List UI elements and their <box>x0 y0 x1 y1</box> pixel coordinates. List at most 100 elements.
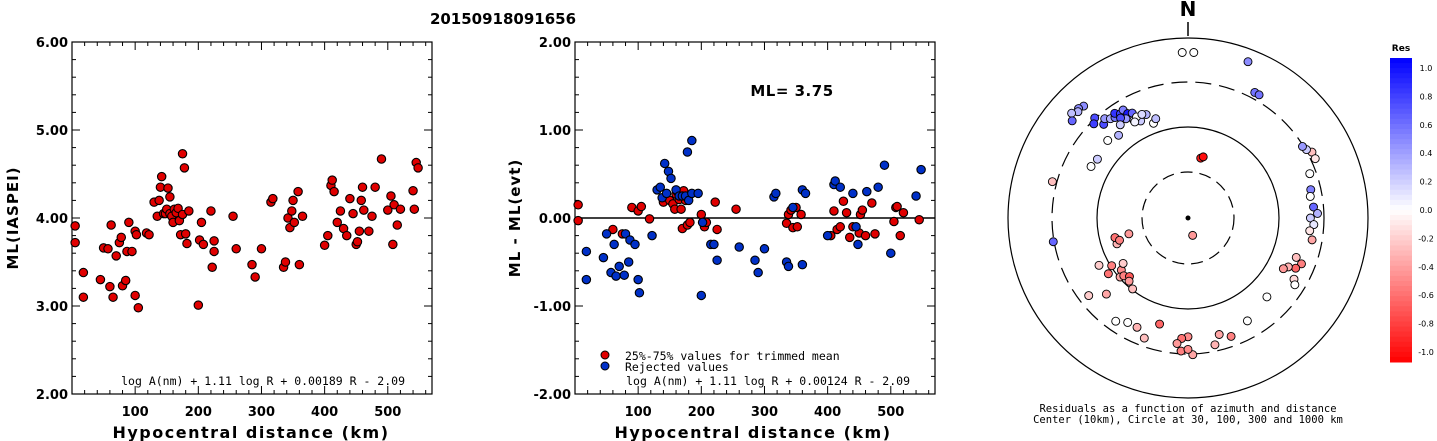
left-y-tick-label: 3.00 <box>36 300 68 315</box>
left-data-point <box>105 281 115 292</box>
middle-data-point <box>753 267 763 278</box>
polar-station-point <box>1291 252 1301 262</box>
polar-station-point <box>1101 289 1111 299</box>
left-data-point <box>180 229 191 239</box>
middle-data-point <box>838 196 849 207</box>
left-data-point <box>327 175 337 185</box>
left-data-point <box>332 217 343 228</box>
left-data-point <box>228 211 238 221</box>
middle-data-point <box>892 201 902 212</box>
middle-data-point <box>647 230 657 241</box>
middle-formula: log A(nm) + 1.11 log R + 0.00124 R - 2.0… <box>626 374 910 388</box>
middle-data-point <box>633 274 643 285</box>
left-data-point <box>165 192 175 202</box>
ml-annotation: ML= 3.75 <box>750 82 833 100</box>
left-data-point <box>247 259 257 270</box>
circle-30km <box>1141 171 1235 265</box>
middle-data-point <box>797 259 808 270</box>
polar-station-point <box>1114 130 1124 140</box>
polar-station-point <box>1047 177 1057 187</box>
middle-data-point <box>682 147 693 157</box>
middle-data-point <box>851 222 861 232</box>
left-plot-frame <box>71 41 433 395</box>
north-label: N <box>1180 0 1197 21</box>
polar-station-point <box>1305 191 1315 201</box>
left-x-axis-label: Hypocentral distance (km) <box>112 423 389 441</box>
left-data-point <box>78 292 89 302</box>
middle-data-point <box>696 209 707 220</box>
left-data-point <box>364 226 374 236</box>
polar-station-point <box>1151 114 1161 124</box>
left-data-point <box>348 208 358 219</box>
middle-data-point <box>581 246 592 257</box>
polar-station-point <box>1198 152 1208 162</box>
polar-station-point <box>1094 260 1104 270</box>
colorbar-cell <box>1390 240 1412 246</box>
left-y-tick-label: 4.00 <box>36 212 68 227</box>
polar-station-point <box>1177 48 1187 57</box>
left-data-point <box>376 154 387 164</box>
left-y-axis-label: ML(IASPEI) <box>4 166 22 269</box>
colorbar-cell <box>1390 225 1412 231</box>
middle-data-point <box>712 255 722 265</box>
middle-data-point <box>830 176 840 186</box>
left-data-point <box>231 244 241 254</box>
polar-station-point <box>1309 202 1318 212</box>
left-data-point <box>144 229 154 240</box>
left-data-point <box>130 290 140 301</box>
middle-data-point <box>655 182 666 192</box>
middle-data-point <box>873 182 883 192</box>
colorbar-cell <box>1390 275 1412 282</box>
colorbar-cell <box>1390 204 1412 211</box>
left-data-point <box>131 229 142 240</box>
left-data-point <box>289 217 300 228</box>
polar-station-point <box>1305 169 1315 179</box>
polar-station-point <box>1086 162 1096 171</box>
colorbar-cell <box>1390 250 1412 257</box>
left-data-point <box>182 238 192 249</box>
polar-station-point <box>1089 119 1099 129</box>
polar-station-point <box>1297 259 1306 269</box>
middle-scatter-panel: 100 200 300 400 500 -2.00 -1.00 0.00 1.00 2.00 ML… <box>506 36 936 441</box>
left-data-point <box>319 240 330 251</box>
left-data-point <box>383 205 393 215</box>
polar-station-point <box>1291 263 1301 273</box>
polar-station-point <box>1107 261 1117 271</box>
left-data-point <box>357 182 368 192</box>
left-data-point <box>408 185 418 196</box>
left-data-point <box>288 195 298 206</box>
middle-data-point <box>895 230 906 241</box>
left-data-point <box>250 272 260 282</box>
middle-x-tick-label: 500 <box>877 405 904 420</box>
left-data-point <box>111 251 121 261</box>
middle-data-point <box>598 252 609 263</box>
left-data-point <box>127 246 137 257</box>
middle-data-point <box>886 248 896 258</box>
middle-data-point <box>870 229 880 239</box>
polar-station-point <box>1048 237 1058 247</box>
colorbar-cell <box>1390 230 1412 236</box>
polar-station-point <box>1067 116 1077 126</box>
polar-station-point <box>1210 340 1220 350</box>
left-data-point <box>359 205 369 215</box>
colorbar-cell <box>1390 286 1412 292</box>
middle-data-point <box>857 205 868 215</box>
left-data-point <box>120 275 131 286</box>
colorbar-tick-label: -0.6 <box>1418 291 1434 300</box>
legend-marker-rejected <box>600 361 610 371</box>
colorbar-cell <box>1390 174 1412 181</box>
polar-station-point <box>1313 209 1322 218</box>
middle-data-point <box>644 214 655 224</box>
colorbar-cell <box>1390 73 1412 79</box>
middle-data-point <box>771 188 781 199</box>
middle-data-point <box>636 201 647 212</box>
colorbar-cell <box>1390 301 1412 307</box>
left-scatter-panel: 100 200 300 400 500 2.00 3.00 4.00 5.00 6.00 Hypo… <box>4 36 433 441</box>
middle-data-point <box>611 271 621 281</box>
left-data-point <box>106 220 116 230</box>
colorbar-cell <box>1390 58 1412 64</box>
middle-data-point <box>800 188 811 199</box>
left-data-point <box>386 191 396 201</box>
left-data-point <box>356 195 367 206</box>
middle-data-point <box>829 206 839 216</box>
